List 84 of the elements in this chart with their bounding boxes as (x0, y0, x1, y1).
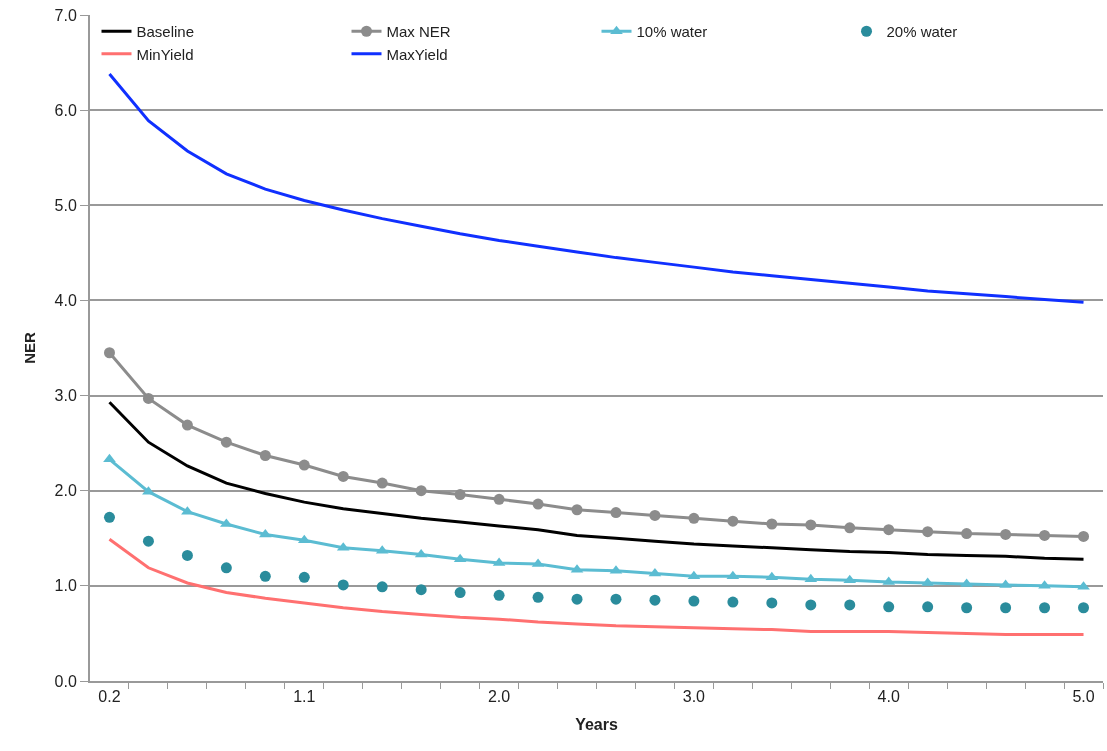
point (844, 522, 856, 534)
point (103, 453, 116, 463)
point (883, 524, 895, 536)
point (415, 485, 427, 497)
point (220, 562, 232, 574)
point (727, 515, 739, 527)
point (610, 507, 622, 519)
point (259, 570, 271, 582)
point (1039, 529, 1051, 541)
legend-label: 20% water (886, 23, 958, 41)
point (103, 347, 115, 359)
point (688, 595, 700, 607)
point (922, 601, 934, 613)
point (1039, 602, 1051, 614)
point (1078, 602, 1090, 614)
point (844, 599, 856, 611)
y-tick-label: 0.0 (54, 672, 77, 690)
legend-label: Max NER (386, 23, 451, 41)
point (922, 526, 934, 538)
point (571, 504, 583, 516)
point (337, 470, 349, 482)
point (298, 459, 310, 471)
point (493, 493, 505, 505)
point (259, 450, 271, 462)
point (766, 597, 778, 609)
point (805, 599, 817, 611)
y-tick-label: 5.0 (54, 196, 77, 214)
point (181, 549, 193, 561)
point (961, 602, 973, 614)
x-axis-title: Years (575, 716, 618, 734)
point (883, 601, 895, 613)
point (298, 571, 310, 583)
y-tick-label: 3.0 (54, 387, 77, 405)
point (610, 593, 622, 605)
point (1000, 528, 1012, 540)
x-tick-label: 2.0 (487, 688, 511, 706)
x-tick-label: 5.0 (1072, 688, 1095, 706)
y-tick-label: 6.0 (54, 101, 77, 119)
point (726, 570, 740, 580)
point (532, 498, 544, 510)
y-tick-label: 1.0 (54, 577, 77, 595)
point (454, 587, 466, 599)
point (649, 509, 661, 521)
line-series (107, 537, 1086, 636)
y-tick-label: 7.0 (54, 6, 77, 24)
legend-label: Baseline (136, 23, 195, 41)
y-tick-label: 2.0 (54, 482, 77, 500)
point (688, 512, 700, 524)
x-tick-label: 4.0 (877, 688, 900, 706)
legend-label: MaxYield (386, 45, 448, 63)
point (805, 519, 817, 531)
legend-label: MinYield (136, 45, 194, 63)
x-tick-label: 3.0 (682, 688, 706, 706)
point (103, 511, 115, 523)
point (765, 571, 779, 581)
legend-label: 10% water (636, 23, 708, 41)
point (648, 567, 662, 577)
point (961, 528, 973, 540)
point (766, 518, 778, 530)
point (649, 594, 661, 606)
point (415, 584, 427, 596)
y-tick-label: 4.0 (54, 292, 77, 310)
point (337, 579, 349, 591)
point (571, 593, 583, 605)
point (376, 581, 388, 593)
point (258, 528, 272, 538)
point (1000, 602, 1012, 614)
point (454, 489, 466, 501)
x-tick-label: 0.2 (98, 688, 121, 706)
point (142, 392, 154, 404)
point (532, 591, 544, 603)
point (687, 570, 701, 580)
point (727, 596, 739, 608)
point (220, 436, 232, 448)
point (493, 589, 505, 601)
line-series (107, 72, 1086, 304)
point (1078, 530, 1090, 542)
point (376, 477, 388, 489)
line-series (107, 400, 1086, 561)
point (181, 419, 193, 431)
point (142, 535, 154, 547)
point (414, 548, 428, 558)
y-axis-title: NER (21, 332, 39, 364)
x-tick-label: 1.1 (293, 688, 316, 706)
